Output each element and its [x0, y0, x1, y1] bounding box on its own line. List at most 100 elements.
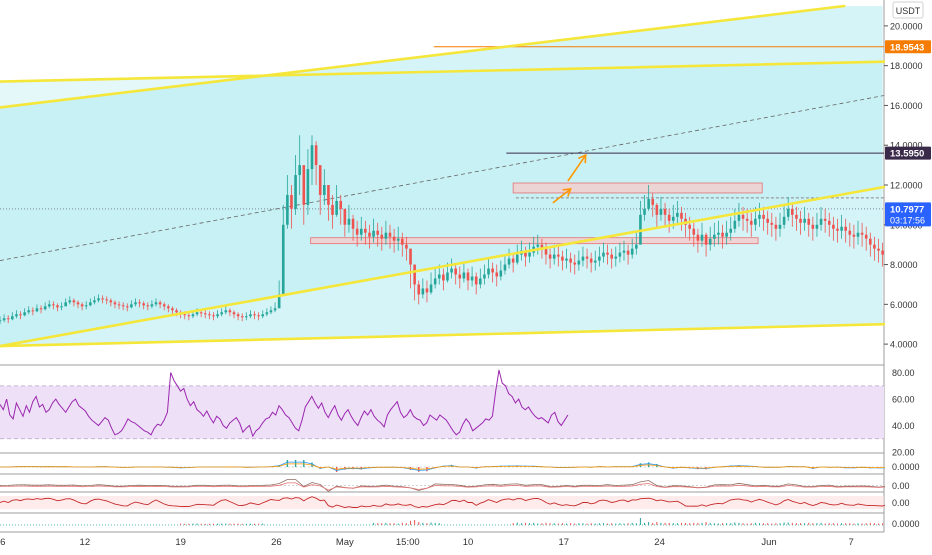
candle-body	[803, 218, 806, 223]
candle-body	[581, 256, 585, 261]
candle-body	[704, 234, 708, 245]
right-price-axis[interactable]: 20.000018.000016.000014.000012.000010.00…	[884, 0, 932, 550]
candle-body	[273, 308, 277, 311]
candle-body	[462, 272, 466, 279]
candle-body	[610, 254, 613, 259]
candle-body	[618, 252, 622, 257]
time-tick-label: 17	[559, 537, 570, 548]
candle-body	[881, 250, 884, 255]
price-tag-orange[interactable]	[885, 40, 931, 54]
price-tick-label: 14.0000	[890, 141, 923, 151]
candle-body	[265, 312, 269, 315]
candle-body	[191, 314, 195, 317]
time-tick-label: 19	[175, 537, 186, 548]
candle-body	[524, 250, 527, 257]
channel-midline[interactable]	[0, 95, 885, 261]
resistance-zone-2[interactable]	[310, 237, 759, 245]
osc-line-2	[0, 482, 932, 491]
price-arrows[interactable]	[552, 153, 587, 204]
rsi-tick-label: 20.00	[892, 448, 915, 458]
currency-badge[interactable]	[892, 1, 924, 19]
candle-body	[208, 314, 211, 316]
candle-body	[84, 305, 88, 307]
trendline-upper-inner[interactable]	[0, 60, 886, 83]
candle-body	[76, 302, 80, 305]
candle-body	[676, 212, 679, 217]
candle-body	[392, 236, 396, 241]
candle-body	[663, 208, 667, 215]
time-tick-label: Jun	[761, 537, 776, 548]
candle-body	[228, 310, 232, 313]
price-tick-label: 12.0000	[890, 181, 923, 191]
projection-arrow-2[interactable]	[567, 154, 587, 182]
price-tag-dark[interactable]	[885, 146, 931, 160]
time-axis[interactable]: 6 12 19 26 May 15:00 10 17 24 Jun 7	[0, 531, 884, 548]
candle-body	[606, 252, 609, 255]
trendline-upper-outer[interactable]	[0, 4, 846, 109]
candle-body	[548, 254, 552, 259]
trendline-lower-support[interactable]	[0, 185, 886, 348]
candle-body	[873, 244, 876, 249]
candle-body	[487, 268, 490, 275]
candle-body	[232, 312, 236, 315]
candle-body	[298, 165, 301, 176]
volume-oscillator-panel	[0, 516, 932, 526]
candle-body	[216, 314, 219, 317]
candle-body	[877, 248, 880, 251]
candle-body	[27, 310, 31, 313]
candle-body	[565, 258, 568, 261]
price-tag-label: 13.5950	[890, 149, 924, 160]
candle-body	[450, 268, 453, 273]
candle-body	[368, 232, 371, 237]
candle-body	[569, 258, 572, 263]
time-tick-label: 10	[463, 537, 474, 548]
price-zones[interactable]	[310, 182, 763, 245]
candle-body	[376, 230, 379, 235]
candle-body	[573, 262, 577, 265]
candle-body	[11, 316, 14, 320]
candle-body	[762, 214, 765, 219]
candle-body	[729, 228, 733, 233]
candle-body	[80, 304, 84, 307]
candle-body	[199, 312, 203, 314]
time-tick-label: 12	[80, 537, 91, 548]
subpanel-tick-label: 0.0000	[892, 462, 920, 472]
price-tick-label: 6.0000	[890, 300, 918, 310]
candle-body	[6, 318, 10, 320]
candle-body	[19, 314, 22, 316]
candle-body	[680, 212, 683, 219]
candle-body	[236, 314, 240, 317]
candle-body	[499, 270, 503, 277]
candle-body	[31, 310, 35, 312]
candle-body	[815, 224, 819, 229]
candle-body	[782, 216, 786, 225]
candle-body	[343, 208, 347, 225]
candle-body	[811, 224, 815, 229]
candle-body	[302, 165, 306, 205]
candle-body	[795, 214, 798, 219]
candle-body	[171, 308, 174, 311]
candle-body	[741, 214, 745, 219]
candle-body	[249, 314, 252, 317]
candle-body	[89, 302, 92, 306]
candle-body	[536, 244, 540, 247]
candle-body	[245, 316, 248, 318]
candle-body	[150, 304, 154, 307]
candle-body	[598, 256, 601, 261]
candle-body	[314, 145, 318, 166]
candle-body	[589, 258, 593, 263]
candle-body	[15, 314, 18, 317]
projection-arrow-1[interactable]	[552, 188, 572, 204]
resistance-zone-1[interactable]	[512, 182, 763, 194]
price-tag-countdown: 03:17:56	[890, 215, 925, 225]
trendline-lower-outer[interactable]	[0, 322, 886, 348]
candle-body	[269, 310, 273, 313]
candle-body	[635, 244, 638, 249]
candle-body	[437, 274, 441, 279]
candle-body	[626, 250, 630, 255]
channel-lines[interactable]	[0, 4, 886, 348]
macd-panel	[0, 460, 932, 473]
price-tick-label: 16.0000	[890, 101, 923, 111]
price-tag-blue[interactable]	[885, 202, 931, 227]
